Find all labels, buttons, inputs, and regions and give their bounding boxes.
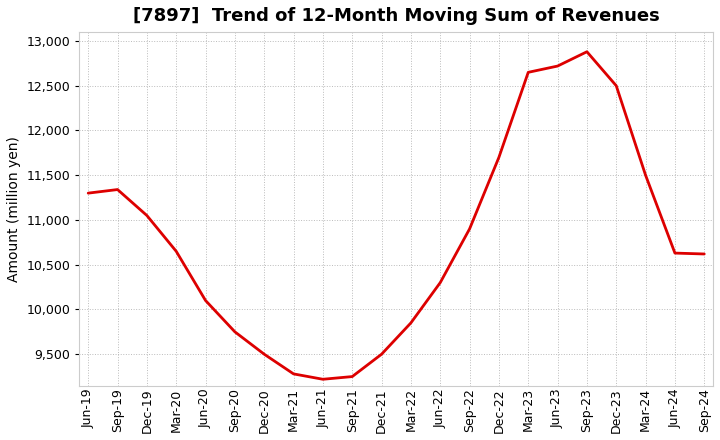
Title: [7897]  Trend of 12-Month Moving Sum of Revenues: [7897] Trend of 12-Month Moving Sum of R… bbox=[133, 7, 660, 25]
Y-axis label: Amount (million yen): Amount (million yen) bbox=[7, 136, 21, 282]
